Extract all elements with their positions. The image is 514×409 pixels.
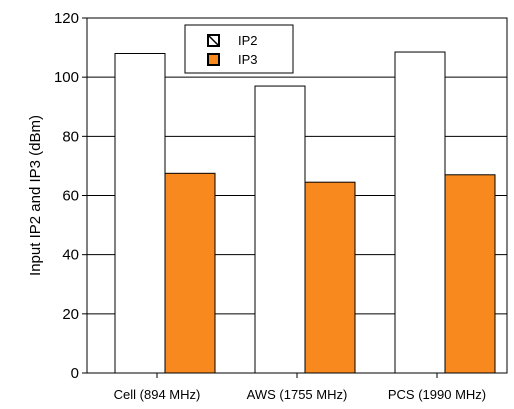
legend-item-ip3: IP3: [207, 52, 258, 67]
y-axis-ticks: 0 20 40 60 80 100 120: [54, 10, 87, 382]
y-tick-label: 80: [62, 128, 79, 145]
legend-swatch-ip3: [207, 53, 220, 66]
x-axis-categories: Cell (894 MHz) AWS (1755 MHz) PCS (1990 MH…: [114, 373, 486, 402]
bar-ip3-1: [304, 181, 356, 374]
bar-ip2-1: [254, 85, 306, 374]
x-tick-label: Cell (894 MHz): [114, 387, 201, 402]
bar-ip3-2: [444, 174, 496, 374]
legend-swatch-ip2-slash: [208, 35, 219, 46]
y-axis-label: Input IP2 and IP3 (dBm): [27, 115, 44, 276]
y-tick-label: 0: [71, 365, 79, 382]
legend-label-ip3: IP3: [238, 52, 258, 67]
y-tick-label: 40: [62, 247, 79, 264]
y-tick-label: 20: [62, 306, 79, 323]
x-tick-label: AWS (1755 MHz): [247, 387, 348, 402]
y-tick-label: 120: [54, 10, 79, 27]
x-tick-label: PCS (1990 MHz): [388, 387, 486, 402]
bar-ip2-0: [114, 53, 166, 374]
bars: [114, 51, 496, 374]
legend-label-ip2: IP2: [238, 33, 258, 48]
y-tick-label: 60: [62, 188, 79, 205]
legend: IP2 IP3: [184, 24, 294, 74]
legend-box: [184, 24, 294, 74]
y-tick-label: 100: [54, 69, 79, 86]
bar-ip2-2: [394, 51, 446, 374]
bar-ip3-0: [164, 172, 216, 374]
legend-item-ip2: IP2: [207, 33, 258, 48]
